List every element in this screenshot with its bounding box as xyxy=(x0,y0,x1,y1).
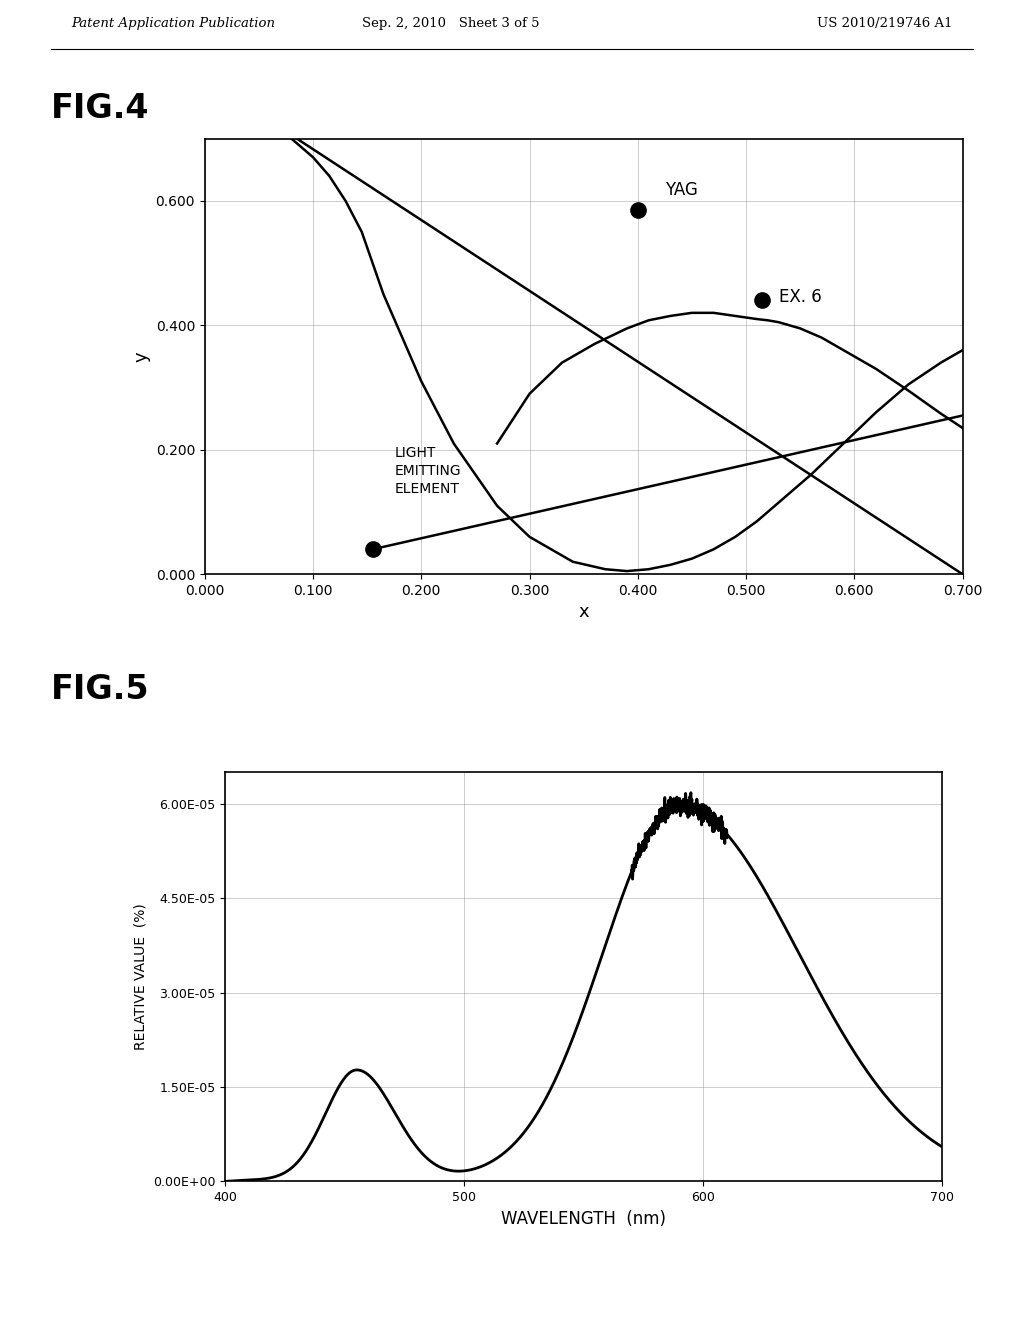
Text: LIGHT
EMITTING
ELEMENT: LIGHT EMITTING ELEMENT xyxy=(394,446,461,496)
Text: YAG: YAG xyxy=(665,181,697,199)
Text: FIG.4: FIG.4 xyxy=(51,92,150,125)
Y-axis label: RELATIVE VALUE  (%): RELATIVE VALUE (%) xyxy=(133,903,147,1051)
Text: FIG.5: FIG.5 xyxy=(51,673,150,706)
Text: US 2010/219746 A1: US 2010/219746 A1 xyxy=(817,17,952,30)
Text: Sep. 2, 2010   Sheet 3 of 5: Sep. 2, 2010 Sheet 3 of 5 xyxy=(361,17,540,30)
X-axis label: WAVELENGTH  (nm): WAVELENGTH (nm) xyxy=(501,1209,667,1228)
Y-axis label: y: y xyxy=(132,351,151,362)
X-axis label: x: x xyxy=(579,603,589,622)
Text: Patent Application Publication: Patent Application Publication xyxy=(72,17,275,30)
Text: EX. 6: EX. 6 xyxy=(778,288,821,306)
